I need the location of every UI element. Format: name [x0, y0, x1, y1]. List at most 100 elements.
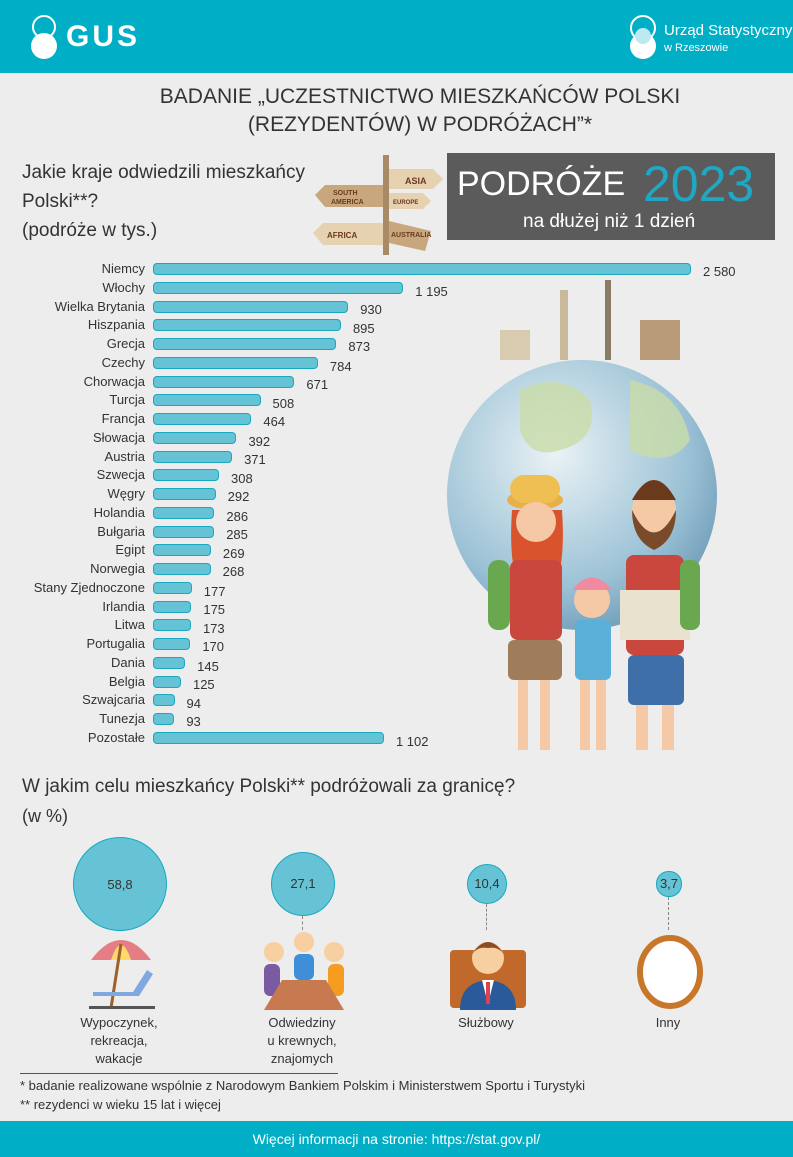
signpost-south-america: SOUTH — [333, 190, 358, 197]
signpost-south-america-2: AMERICA — [331, 199, 364, 206]
bar-value-label: 173 — [202, 621, 225, 637]
bar-value-label: 2 580 — [703, 264, 736, 279]
purpose-chart-unit: (w %) — [22, 806, 68, 826]
bar — [153, 263, 691, 275]
purpose-label: Służbowy — [416, 1014, 556, 1032]
purpose-label: Inny — [598, 1014, 738, 1032]
bar-value-label: 268 — [222, 564, 245, 580]
bar-value-label: 895 — [352, 321, 375, 337]
bar-value-label: 1 195 — [415, 283, 448, 299]
value-bubble: 10,4 — [466, 863, 508, 905]
value-bubble: 58,8 — [73, 837, 167, 931]
purpose-chart-title: W jakim celu mieszkańcy Polski** podróżo… — [22, 776, 516, 797]
bar — [153, 338, 337, 351]
bar-value-label: 175 — [203, 601, 226, 617]
office-name: Urząd Statystyczny — [664, 22, 793, 39]
bar — [153, 469, 219, 482]
value-bubble: 27,1 — [270, 851, 336, 917]
bar — [153, 394, 261, 407]
bar-value-label: 930 — [360, 301, 382, 317]
bar-label: Irlandia — [102, 598, 145, 614]
footnote-1: * badanie realizowane wspólnie z Narodow… — [20, 1078, 585, 1093]
bar-label: Tunezja — [99, 711, 145, 727]
purpose-label-line: wakacje — [95, 1051, 143, 1066]
bar-label: Grecja — [106, 336, 145, 352]
bar-label: Norwegia — [90, 561, 145, 577]
bar — [153, 356, 318, 369]
bar-label: Francja — [101, 411, 145, 427]
footnote-divider — [20, 1073, 338, 1074]
bar-label: Słowacja — [92, 429, 145, 445]
bar-label: Bułgaria — [97, 523, 145, 539]
page-title: BADANIE „UCZESTNICTWO MIESZKAŃCÓW POLSKI… — [100, 83, 740, 139]
title-line-1: BADANIE „UCZESTNICTWO MIESZKAŃCÓW POLSKI — [159, 85, 681, 108]
bar — [153, 431, 237, 444]
bar — [153, 563, 211, 576]
bubble-value-label: 3,7 — [659, 876, 679, 892]
bar-label: Węgry — [107, 486, 145, 502]
banner-word: PODRÓŻE — [457, 165, 626, 203]
footnote-2: ** rezydenci w wieku 15 lat i więcej — [20, 1097, 221, 1112]
bar-value-label: 464 — [263, 414, 286, 430]
purpose-label: Wypoczynek, rekreacja, wakacje — [49, 1014, 189, 1068]
bar-value-label: 1 102 — [395, 734, 429, 749]
bar-value-label: 308 — [230, 471, 253, 487]
bar — [153, 450, 233, 463]
bubble-value-label: 27,1 — [290, 876, 316, 892]
bar — [153, 488, 216, 501]
bar-label: Austria — [104, 448, 145, 464]
bar-value-label: 125 — [192, 676, 215, 692]
bar-value-label: 292 — [227, 489, 250, 505]
bar-label: Portugalia — [86, 636, 145, 652]
bar-value-label: 508 — [272, 396, 295, 412]
bar-value-label: 177 — [203, 583, 226, 599]
bar — [153, 506, 215, 519]
bar-label: Czechy — [101, 354, 145, 370]
bar-value-label: 94 — [186, 696, 201, 712]
bar-value-label: 671 — [306, 376, 329, 392]
bar-value-label: 93 — [186, 714, 201, 730]
header: GUS Urząd Statystyczny w Rzeszowie — [0, 0, 793, 73]
bar-value-label: 873 — [348, 339, 371, 355]
office-city: w Rzeszowie — [664, 42, 729, 54]
bar-value-label: 170 — [202, 639, 225, 655]
purpose-label-line: rekreacja, — [90, 1033, 148, 1048]
bar-value-label: 392 — [248, 433, 271, 449]
bar — [153, 413, 252, 426]
globe-travellers-illustration — [447, 280, 717, 750]
dashed-connector — [668, 896, 669, 930]
bar-label: Wielka Brytania — [54, 298, 145, 314]
purpose-label: Odwiedziny u krewnych, znajomych — [232, 1014, 372, 1068]
signpost-australia: AUSTRALIA — [391, 232, 431, 239]
bar-value-label: 286 — [226, 508, 249, 524]
bar — [153, 675, 181, 688]
bar — [153, 694, 175, 707]
signpost-africa: AFRICA — [327, 231, 357, 240]
footer: Więcej informacji na stronie: https://st… — [0, 1121, 793, 1157]
bar — [153, 319, 341, 332]
signpost-illustration: ASIA SOUTH AMERICA EUROPE AFRICA AUSTRAL… — [313, 155, 443, 255]
chart-unit-label: (podróże w tys.) — [22, 220, 158, 241]
purpose-label-line: Wypoczynek, — [80, 1015, 158, 1030]
bar-label: Dania — [111, 654, 145, 670]
bar-value-label: 784 — [329, 358, 352, 374]
ring-icon — [628, 930, 712, 1015]
bar — [153, 300, 349, 313]
bar-label: Hiszpania — [87, 317, 145, 333]
footer-link[interactable]: Więcej informacji na stronie: https://st… — [252, 1131, 541, 1147]
bar — [153, 656, 186, 669]
bar-label: Holandia — [93, 504, 145, 520]
beach-umbrella-icon — [79, 930, 163, 1015]
bar — [153, 713, 175, 726]
bar-value-label: 145 — [197, 658, 219, 674]
banner: PODRÓŻE 2023 na dłużej niż 1 dzień — [447, 153, 775, 240]
bar — [153, 732, 384, 744]
bar-label: Szwajcaria — [82, 692, 145, 708]
purpose-label-line: Inny — [655, 1015, 681, 1030]
bubble-value-label: 58,8 — [107, 876, 133, 892]
bar-label: Belgia — [108, 673, 145, 689]
bar — [153, 525, 215, 538]
dashed-connector — [486, 904, 487, 930]
purpose-label-line: znajomych — [270, 1051, 334, 1066]
bar — [153, 638, 191, 651]
